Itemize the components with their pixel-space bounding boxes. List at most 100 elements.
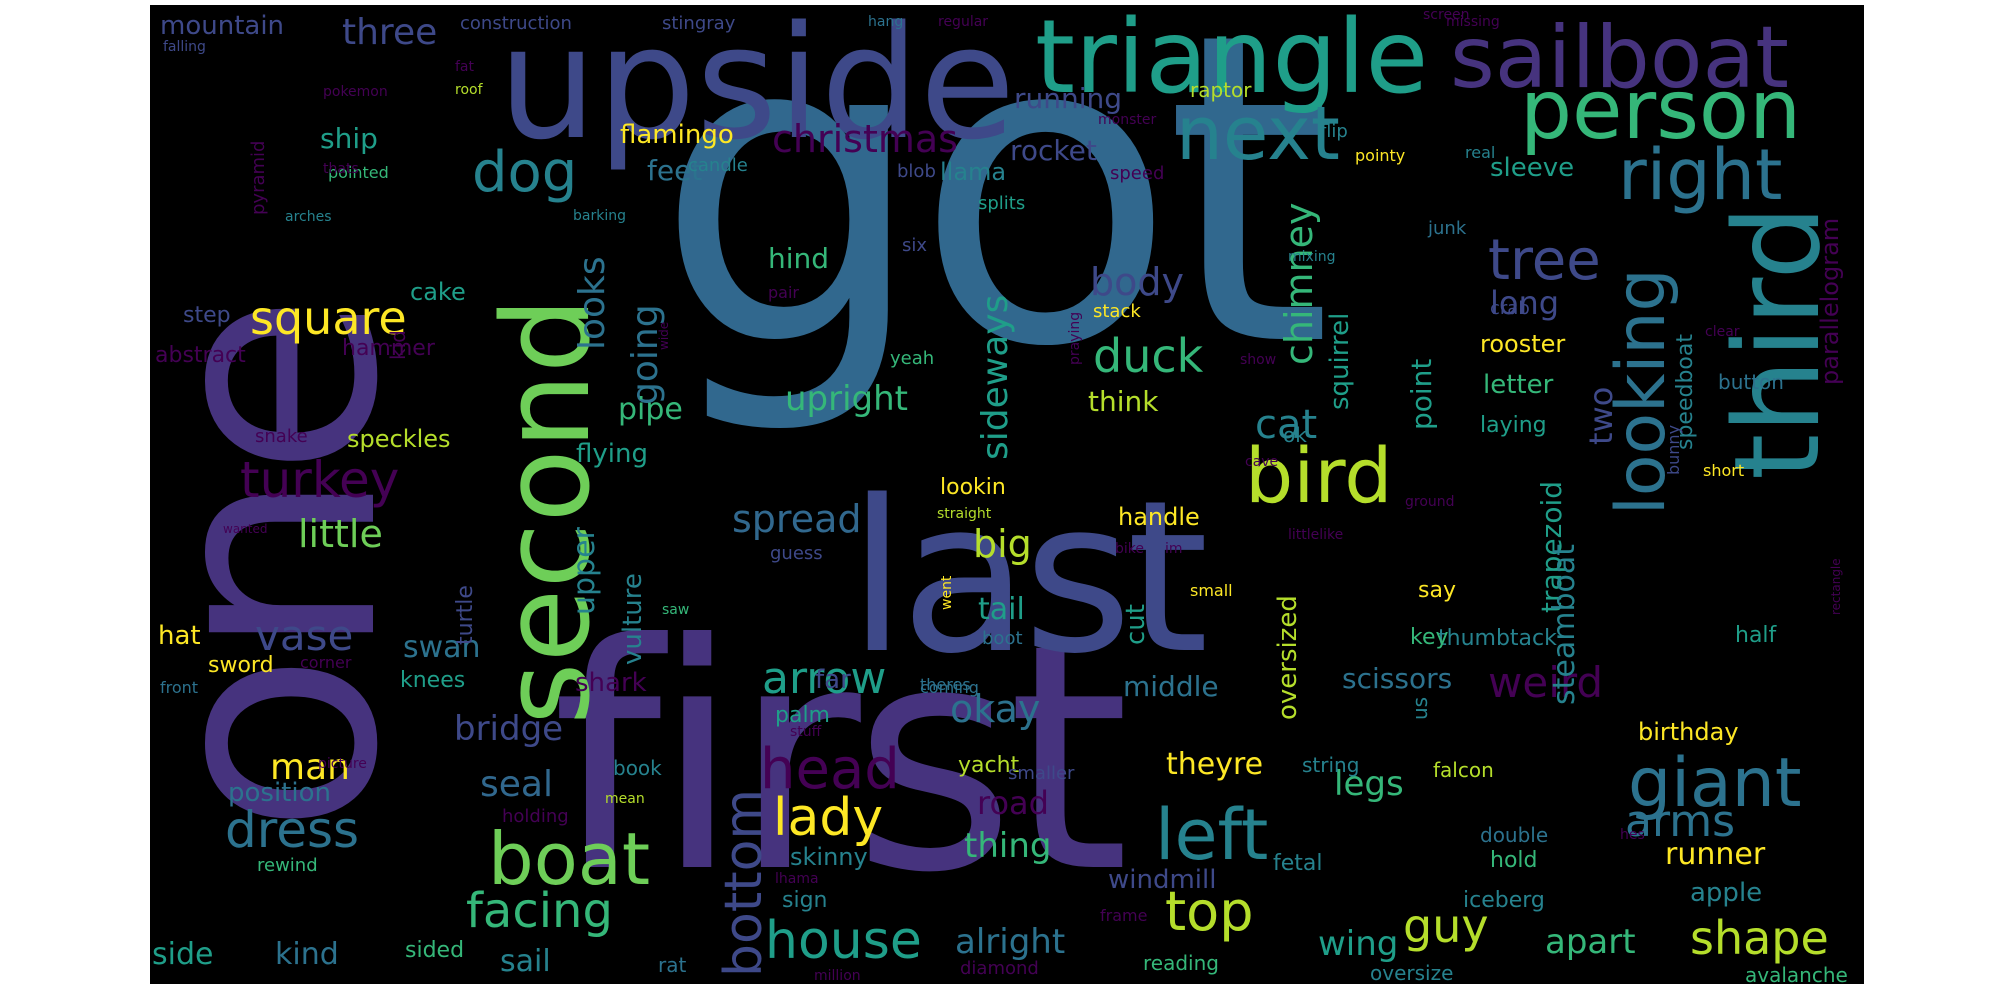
word: crab <box>1490 298 1530 319</box>
word: running <box>1014 82 1123 115</box>
word: pointed <box>328 163 389 182</box>
word: ship <box>320 122 378 155</box>
word: kid <box>386 330 410 360</box>
word: falcon <box>1433 758 1494 782</box>
word: blob <box>897 161 936 182</box>
word: yeah <box>890 348 935 369</box>
word: mean <box>605 791 645 807</box>
word: last <box>848 455 1209 700</box>
word: theres <box>920 675 971 694</box>
word: oversized <box>1273 595 1303 720</box>
word: guess <box>770 543 823 564</box>
word: side <box>152 937 214 972</box>
word: boat <box>488 817 651 901</box>
word: step <box>183 303 231 328</box>
word: shape <box>1690 911 1829 965</box>
word: frame <box>1100 906 1148 925</box>
word: duck <box>1093 329 1204 383</box>
word: stingray <box>662 13 736 34</box>
word: cave <box>1245 454 1279 470</box>
word: dog <box>472 140 578 205</box>
word: next <box>1176 91 1340 177</box>
word: cat <box>1255 402 1318 448</box>
word: swan <box>403 630 481 665</box>
word: reading <box>1143 951 1219 975</box>
word: monster <box>1098 112 1157 128</box>
word: wanted <box>223 522 268 536</box>
word: rocket <box>1010 134 1097 167</box>
word: wide <box>657 321 671 350</box>
word: double <box>1480 823 1549 847</box>
word: point <box>1405 358 1438 430</box>
word: praying <box>1067 311 1083 365</box>
word: saw <box>662 602 690 618</box>
word: sail <box>500 944 551 979</box>
word: alright <box>955 922 1066 962</box>
word: skinny <box>790 843 868 871</box>
word: chimney <box>1277 202 1321 365</box>
word: hes <box>1620 827 1645 843</box>
word: arches <box>285 209 332 225</box>
word: thumbtack <box>1438 626 1557 651</box>
word: apple <box>1690 878 1763 908</box>
word: runner <box>1665 837 1766 872</box>
word: sign <box>782 888 828 913</box>
word: coming <box>920 678 979 697</box>
word: top <box>1165 880 1254 943</box>
word: thing <box>964 826 1052 866</box>
word: pokemon <box>323 84 388 100</box>
word: giant <box>1628 744 1802 823</box>
word: snake <box>255 426 308 447</box>
word: arms <box>1625 796 1736 847</box>
word: flying <box>576 439 648 469</box>
word: holding <box>502 806 569 827</box>
word: road <box>977 784 1049 822</box>
word: key <box>1410 625 1449 650</box>
word: rectangle <box>1829 558 1843 615</box>
word: bunny <box>1664 424 1683 475</box>
word: abstract <box>155 343 246 368</box>
word: palm <box>775 703 830 728</box>
word: person <box>1520 63 1802 158</box>
word: went <box>939 575 955 610</box>
word: apart <box>1545 922 1636 962</box>
word: clear <box>1705 324 1740 340</box>
word: tree <box>1488 228 1601 293</box>
word: fat <box>455 59 474 75</box>
word: facing <box>466 883 613 939</box>
word: triangle <box>1035 5 1429 117</box>
word: think <box>1088 385 1159 418</box>
word: rooster <box>1480 330 1566 358</box>
word: button <box>1718 370 1784 394</box>
word: square <box>250 291 407 345</box>
word: raptor <box>1190 78 1252 102</box>
word: feet <box>647 154 703 187</box>
word-cloud: got one first last upside third second t… <box>150 5 1864 984</box>
word: flip <box>1320 121 1348 142</box>
word: bottom <box>714 788 774 977</box>
word: real <box>1465 143 1496 162</box>
word: rat <box>658 953 687 977</box>
word: ok <box>1283 423 1307 447</box>
word: first <box>552 577 1130 941</box>
word: llama <box>940 158 1007 186</box>
word: pipe <box>618 392 683 427</box>
word: book <box>613 756 662 780</box>
word: lady <box>773 788 884 848</box>
word: littlelike <box>1288 527 1344 543</box>
word: two <box>1582 386 1620 445</box>
word: christmas <box>772 117 958 161</box>
word: lookin <box>940 475 1006 500</box>
word: sideways <box>975 294 1016 460</box>
word: splits <box>978 193 1026 214</box>
word: sword <box>208 653 274 678</box>
word: hammer <box>342 336 435 361</box>
word: cut <box>1121 604 1151 645</box>
word: hold <box>1490 848 1538 873</box>
word: upper <box>567 527 602 615</box>
word: falling <box>163 39 206 55</box>
word: middle <box>1123 670 1219 703</box>
word: weird <box>1488 658 1604 707</box>
word: oversize <box>1370 961 1454 984</box>
word: six <box>902 235 928 256</box>
